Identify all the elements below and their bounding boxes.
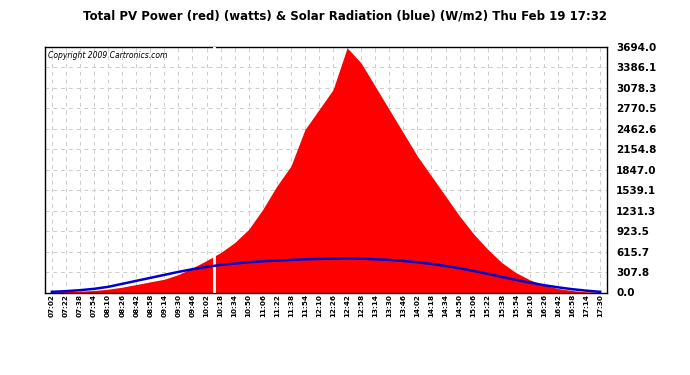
Text: Copyright 2009 Cartronics.com: Copyright 2009 Cartronics.com (48, 51, 167, 60)
Text: Total PV Power (red) (watts) & Solar Radiation (blue) (W/m2) Thu Feb 19 17:32: Total PV Power (red) (watts) & Solar Rad… (83, 9, 607, 22)
